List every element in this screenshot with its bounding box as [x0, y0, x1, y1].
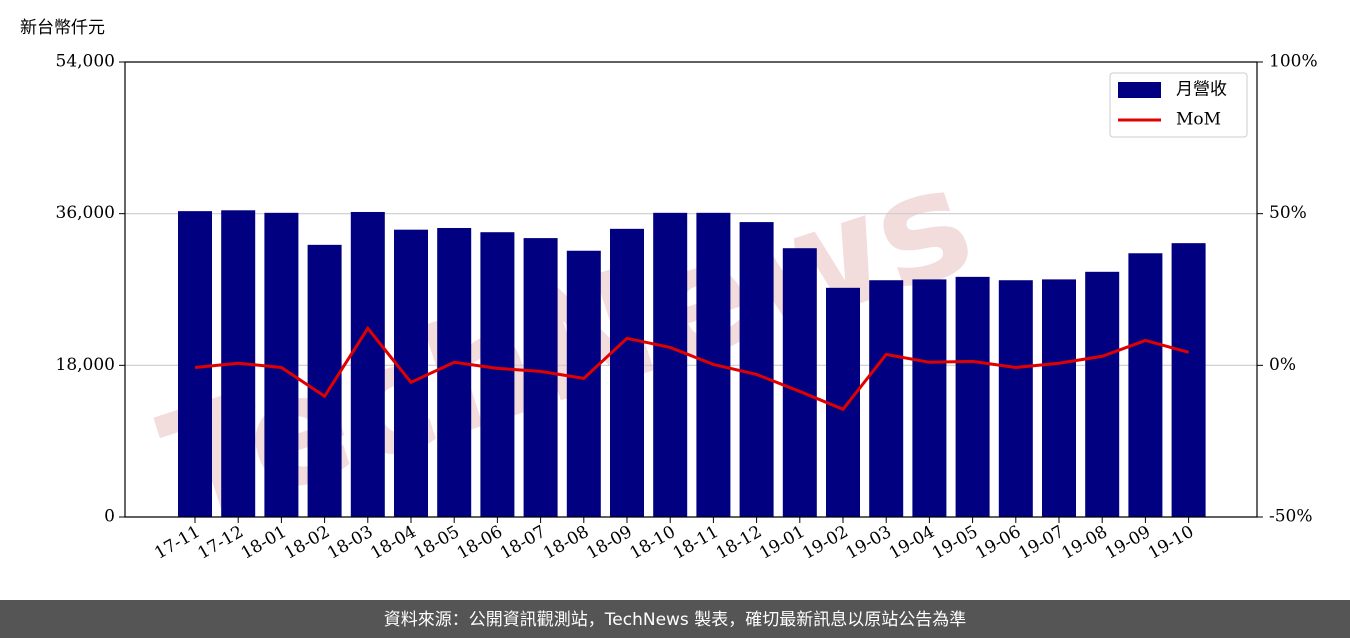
- x-tick-label: 18-08: [540, 522, 592, 564]
- bar: [1128, 253, 1163, 517]
- bar: [480, 232, 515, 517]
- legend-label: 月營收: [1176, 80, 1227, 100]
- footer: 資料來源：公開資訊觀測站，TechNews 製表，確切最新訊息以原站公告為準: [384, 610, 966, 630]
- y-tick-label: 18,000: [56, 355, 115, 375]
- legend-label: MoM: [1176, 110, 1221, 130]
- plot-frame: [124, 61, 1258, 518]
- line: [194, 325, 1189, 412]
- x-tick-label: 18-11: [670, 522, 722, 564]
- x-tick-label: 17-11: [151, 522, 203, 564]
- x-tick-label: 19-09: [1102, 522, 1154, 564]
- bar: [610, 228, 644, 518]
- bar: [1171, 243, 1206, 517]
- bar: [1042, 279, 1076, 517]
- y2-tick-label: -50%: [1269, 507, 1313, 527]
- bar: [955, 276, 990, 517]
- x-tick-label: 19-03: [843, 522, 895, 564]
- x-tick-label: 18-06: [454, 522, 506, 564]
- bar: [437, 227, 472, 518]
- y-axis-unit: 新台幣仟元: [20, 18, 105, 38]
- x-tick-label: 19-04: [886, 522, 938, 564]
- y-tick-label: 0: [104, 507, 115, 527]
- x-tick-label: 18-05: [411, 522, 463, 564]
- bar: [998, 280, 1033, 517]
- x-tick-label: 18-09: [583, 522, 635, 564]
- bar: [523, 238, 558, 517]
- x-tick-label: 18-12: [713, 522, 765, 564]
- bar: [1085, 271, 1120, 517]
- bar: [394, 229, 428, 518]
- bar: [178, 211, 212, 517]
- y2-tick-label: 0%: [1269, 355, 1296, 375]
- bar: [869, 280, 904, 517]
- bar: [739, 222, 774, 517]
- x-tick-label: 19-06: [972, 522, 1024, 564]
- y2-tick-label: 50%: [1269, 203, 1307, 223]
- x-tick-label: 19-05: [929, 522, 981, 564]
- x-tick-label: 19-07: [1015, 522, 1067, 564]
- bar: [307, 244, 342, 517]
- legend-swatch: [1118, 82, 1161, 98]
- y-tick-label: 36,000: [56, 203, 115, 223]
- x-tick-label: 18-02: [281, 522, 333, 564]
- x-tick-label: 19-02: [799, 522, 851, 564]
- y2-tick-label: 100%: [1269, 52, 1318, 72]
- x-tick-label: 18-07: [497, 522, 549, 564]
- y-tick-label: 54,000: [56, 52, 115, 72]
- footer-bar: [0, 600, 1350, 638]
- bar: [566, 250, 601, 518]
- bar: [653, 212, 688, 517]
- bar: [782, 248, 817, 518]
- bar: [350, 211, 385, 517]
- x-tick-label: 18-04: [367, 522, 419, 564]
- x-tick-label: 19-10: [1145, 522, 1197, 564]
- bar: [912, 279, 947, 517]
- x-tick-label: 18-10: [627, 522, 679, 564]
- x-tick-label: 19-01: [756, 522, 808, 564]
- x-tick-label: 18-03: [324, 522, 376, 564]
- bar: [826, 287, 860, 517]
- x-tick-label: 19-08: [1059, 522, 1111, 564]
